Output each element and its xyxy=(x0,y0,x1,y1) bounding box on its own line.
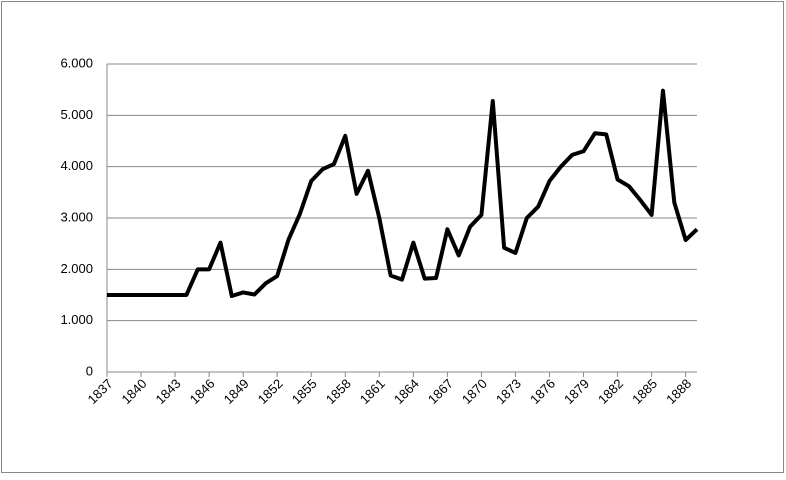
y-tick-label: 0 xyxy=(86,363,93,378)
y-tick-label: 5.000 xyxy=(60,107,93,122)
y-tick-label: 1.000 xyxy=(60,312,93,327)
chart-frame xyxy=(1,1,784,473)
y-tick-label: 2.000 xyxy=(60,261,93,276)
y-tick-label: 4.000 xyxy=(60,158,93,173)
y-tick-label: 6.000 xyxy=(60,55,93,70)
data-line xyxy=(107,88,699,299)
y-tick-label: 3.000 xyxy=(60,209,93,224)
